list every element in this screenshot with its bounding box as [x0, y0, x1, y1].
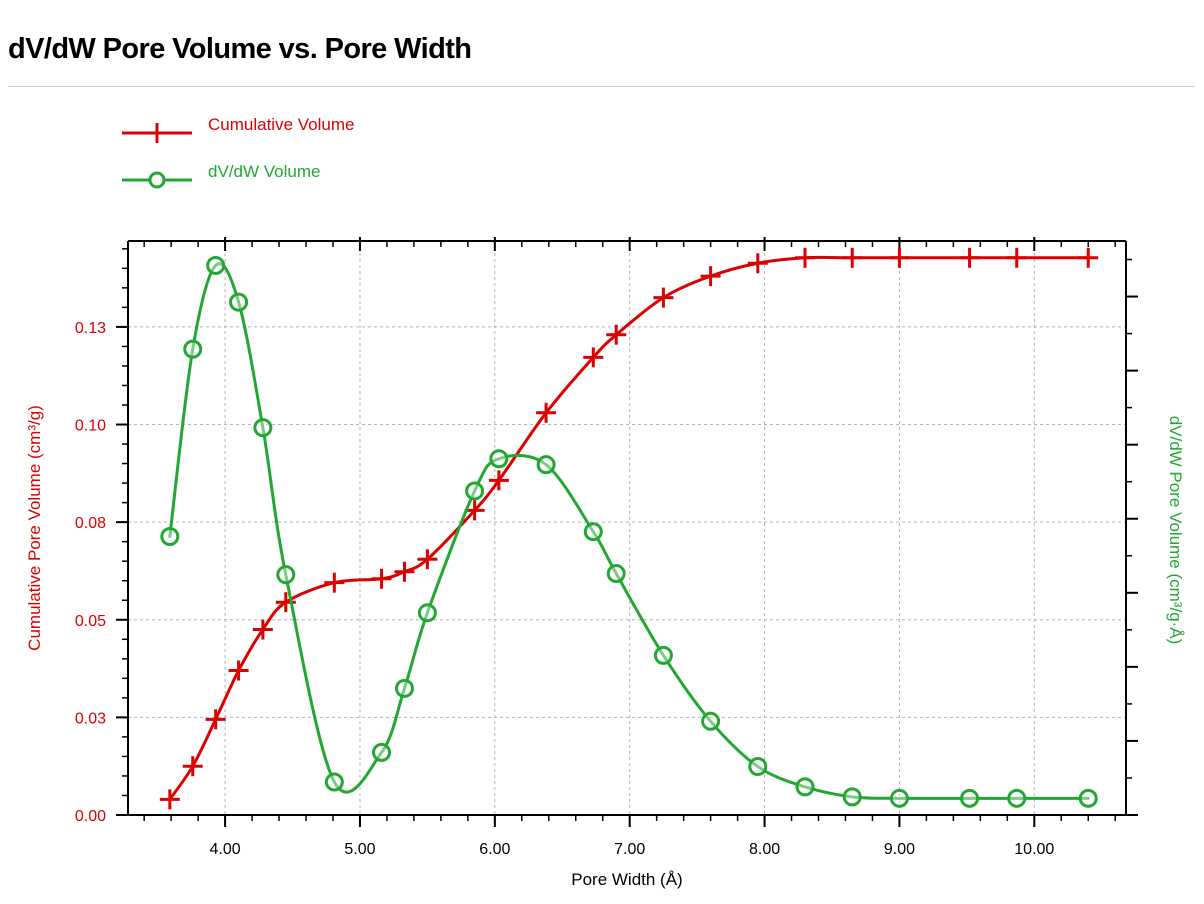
cumulative-point: [795, 247, 816, 268]
y-left-tick-label: 0.10: [75, 418, 106, 435]
page-title: dV/dW Pore Volume vs. Pore Width: [8, 33, 472, 65]
dvdw-point: [795, 777, 815, 797]
cumulative-point: [1078, 247, 1099, 268]
cumulative-point: [536, 402, 557, 423]
cumulative-point: [959, 247, 980, 268]
x-tick-label: 7.00: [614, 841, 645, 858]
y-left-tick-label: 0.03: [75, 710, 106, 727]
cumulative-point: [700, 266, 721, 287]
dvdw-volume-series: [160, 255, 1098, 808]
cumulative-point: [417, 549, 438, 570]
cumulative-volume-series: [159, 247, 1099, 810]
y-right-axis-label: dV/dW Pore Volume (cm³/g·Å): [1166, 416, 1185, 645]
dvdw-point: [536, 455, 556, 475]
dvdw-point: [206, 255, 226, 275]
dvdw-point: [653, 645, 673, 665]
legend-dvdw: dV/dW Volume: [122, 162, 320, 189]
y-left-tick-label: 0.08: [75, 515, 106, 532]
dvdw-point: [1078, 788, 1098, 808]
dvdw-point: [583, 522, 603, 542]
dvdw-point: [960, 788, 980, 808]
x-tick-label: 4.00: [210, 841, 241, 858]
dvdw-point: [701, 711, 721, 731]
cumulative-point: [606, 324, 627, 345]
cumulative-point: [842, 247, 863, 268]
dvdw-point: [324, 772, 344, 792]
cumulative-point: [889, 247, 910, 268]
cumulative-volume-line: [168, 255, 1090, 801]
y-left-tick-label: 0.05: [75, 613, 106, 630]
cumulative-point: [488, 470, 509, 491]
cumulative-point: [747, 253, 768, 274]
dvdw-point: [183, 339, 203, 359]
legend-circle-marker: [148, 171, 166, 189]
dvdw-point: [1007, 788, 1027, 808]
dvdw-point: [842, 787, 862, 807]
cumulative-point: [583, 347, 604, 368]
series: [159, 247, 1099, 810]
dvdw-point: [417, 603, 437, 623]
cumulative-point: [653, 287, 674, 308]
dvdw-point: [253, 418, 273, 438]
x-tick-label: 6.00: [479, 841, 510, 858]
cumulative-point: [159, 789, 180, 810]
y-left-axis-label: Cumulative Pore Volume (cm³/g): [25, 405, 44, 651]
y-left-tick-label: 0.13: [75, 320, 106, 337]
cumulative-point: [228, 660, 249, 681]
dvdw-point: [606, 564, 626, 584]
legend-label: dV/dW Volume: [208, 162, 320, 181]
cumulative-point: [252, 619, 273, 640]
dvdw-point: [489, 449, 509, 469]
legend: Cumulative Volume dV/dW Volume: [122, 115, 354, 189]
x-tick-label: 8.00: [749, 841, 780, 858]
y-left-tick-label: 0.00: [75, 808, 106, 825]
axes: 4.00 5.00 6.00 7.00 8.00 9.00 10.00 Pore Width …: [25, 237, 1185, 889]
dvdw-point: [372, 742, 392, 762]
cumulative-point: [464, 500, 485, 521]
cumulative-point: [182, 756, 203, 777]
cumulative-point: [1006, 247, 1027, 268]
dvdw-point: [276, 565, 296, 585]
x-tick-label: 10.00: [1014, 841, 1054, 858]
legend-cumulative: Cumulative Volume: [122, 115, 354, 143]
dvdw-point: [160, 527, 180, 547]
x-tick-label: 9.00: [884, 841, 915, 858]
title-divider: [8, 86, 1194, 87]
dvdw-point: [889, 788, 909, 808]
dvdw-point: [465, 481, 485, 501]
x-axis-label: Pore Width (Å): [571, 870, 682, 889]
cumulative-point: [371, 568, 392, 589]
cumulative-point: [324, 572, 345, 593]
dvdw-volume-line: [168, 262, 1090, 800]
cumulative-point: [394, 561, 415, 582]
legend-label: Cumulative Volume: [208, 115, 354, 134]
x-tick-label: 5.00: [344, 841, 375, 858]
cumulative-point: [205, 709, 226, 730]
dvdw-point: [229, 292, 249, 312]
dvdw-point: [394, 678, 414, 698]
dvdw-point: [748, 756, 768, 776]
